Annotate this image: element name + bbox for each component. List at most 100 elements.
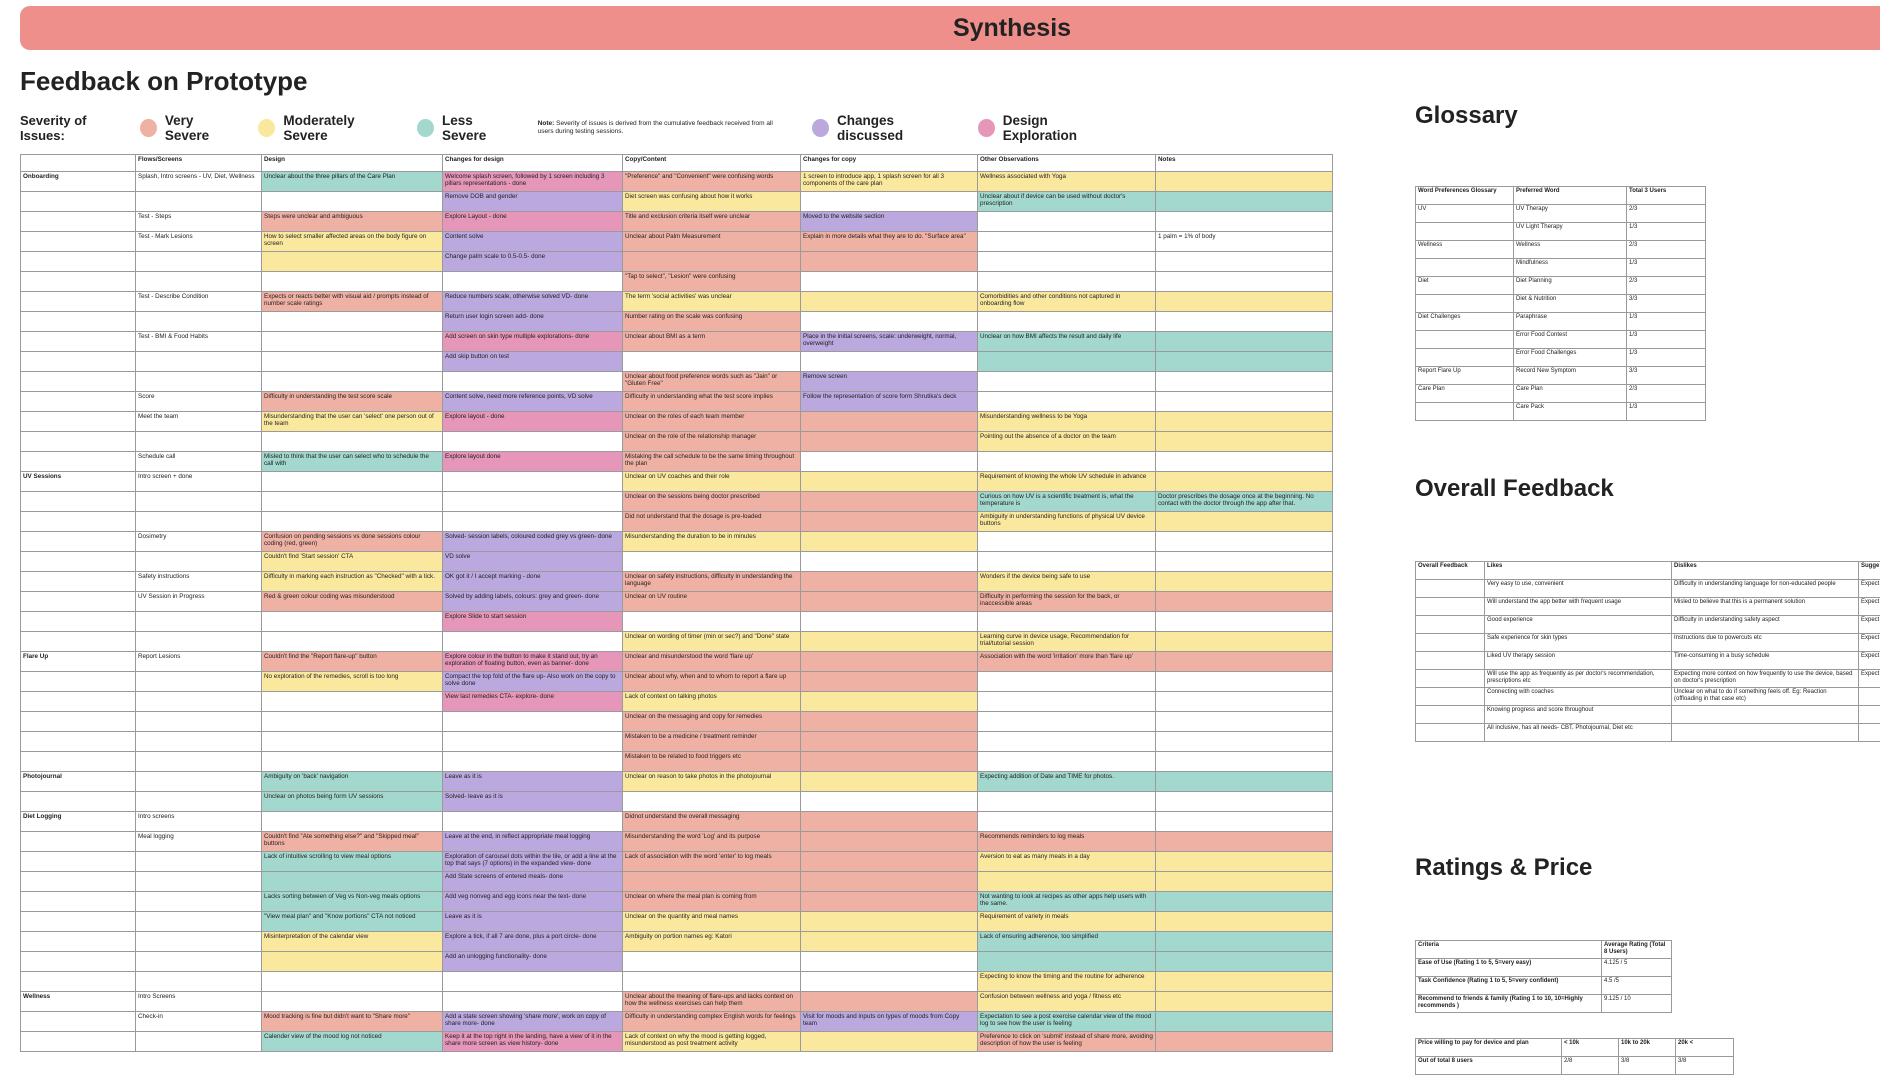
table-cell: Diet	[1416, 277, 1514, 295]
table-cell	[136, 312, 262, 332]
table-cell	[1156, 512, 1333, 532]
column-header: Overall Feedback	[1416, 562, 1485, 580]
table-cell	[262, 252, 443, 272]
table-row: Calender view of the mood log not notice…	[21, 1032, 1333, 1052]
table-cell	[801, 532, 978, 552]
table-cell	[136, 272, 262, 292]
table-cell: Recommends reminders to log meals	[978, 832, 1156, 852]
table-row: "View meal plan" and "Know portions" CTA…	[21, 912, 1333, 932]
table-cell: Report Lesions	[136, 652, 262, 672]
table-cell: Difficulty in marking each instruction a…	[262, 572, 443, 592]
table-cell	[623, 352, 801, 372]
table-cell: Unclear on reason to take photos in the …	[623, 772, 801, 792]
table-cell	[21, 332, 136, 352]
table-cell	[623, 792, 801, 812]
table-cell: Expecting more context on how frequently…	[1672, 670, 1859, 688]
table-cell: All inclusive, has all needs- CBT, Photo…	[1485, 724, 1672, 742]
table-cell	[801, 912, 978, 932]
table-cell: 1 palm = 1% of body	[1156, 232, 1333, 252]
table-cell: Explore Slide to start session	[443, 612, 623, 632]
table-cell	[1859, 688, 1880, 706]
table-cell	[136, 952, 262, 972]
table-cell	[978, 552, 1156, 572]
table-cell: Expecting addition of Date and TIME for …	[978, 772, 1156, 792]
table-cell: Difficulty in understanding what the tes…	[623, 392, 801, 412]
table-cell	[801, 272, 978, 292]
table-cell: Diet Planning	[1514, 277, 1627, 295]
column-header: 10k to 20k	[1619, 1039, 1676, 1057]
table-cell: Lack of association with the word 'enter…	[623, 852, 801, 872]
table-cell	[262, 992, 443, 1012]
table-cell	[801, 672, 978, 692]
table-cell: Couldn't find "Ate something else?" and …	[262, 832, 443, 852]
table-cell: Misunderstanding that the user can 'sele…	[262, 412, 443, 432]
table-cell: VD solve	[443, 552, 623, 572]
table-cell: Explore layout done	[443, 452, 623, 472]
table-cell	[1156, 692, 1333, 712]
table-cell: Add veg nonveg and egg icons near the te…	[443, 892, 623, 912]
table-cell	[978, 452, 1156, 472]
column-header	[21, 155, 136, 172]
table-cell: Leave as it is	[443, 912, 623, 932]
table-cell: Doctor prescribes the dosage once at the…	[1156, 492, 1333, 512]
table-cell: 1/3	[1627, 403, 1706, 421]
table-cell	[1156, 332, 1333, 352]
table-cell	[443, 972, 623, 992]
table-cell	[1416, 349, 1514, 367]
table-row: Lack of intuitive scrolling to view meal…	[21, 852, 1333, 872]
table-cell: Schedule call	[136, 452, 262, 472]
legend-changes-discussed: Changes discussed	[812, 113, 956, 143]
table-cell: Confusion between wellness and yoga / fi…	[978, 992, 1156, 1012]
table-cell	[136, 852, 262, 872]
table-cell: Calender view of the mood log not notice…	[262, 1032, 443, 1052]
table-cell: Aversion to eat as many meals in a day	[978, 852, 1156, 872]
table-cell	[801, 452, 978, 472]
table-cell	[443, 752, 623, 772]
table-cell	[1672, 706, 1859, 724]
table-cell: Recommend to friends & family (Rating 1 …	[1416, 995, 1602, 1013]
table-cell	[978, 392, 1156, 412]
table-cell	[443, 432, 623, 452]
table-cell: Solved- session labels, coloured coded g…	[443, 532, 623, 552]
price-table: Price willing to pay for device and plan…	[1415, 1038, 1734, 1075]
table-cell	[978, 952, 1156, 972]
table-cell	[136, 352, 262, 372]
table-cell	[136, 692, 262, 712]
table-cell	[21, 912, 136, 932]
table-row: Unclear on the messaging and copy for re…	[21, 712, 1333, 732]
table-cell	[21, 1012, 136, 1032]
table-cell	[262, 692, 443, 712]
table-cell: Requirement of variety in meals	[978, 912, 1156, 932]
table-cell: Misunderstanding wellness to be Yoga	[978, 412, 1156, 432]
table-row: Unclear on wording of timer (min or sec?…	[21, 632, 1333, 652]
table-cell	[801, 992, 978, 1012]
table-cell: Add an unlogging functionality- done	[443, 952, 623, 972]
table-cell	[801, 812, 978, 832]
table-cell	[21, 752, 136, 772]
table-cell: Expecting to know the timing and the rou…	[978, 972, 1156, 992]
table-row: Unclear about food preference words such…	[21, 372, 1333, 392]
table-cell: Red & green colour coding was misunderst…	[262, 592, 443, 612]
table-cell: Intro screen + done	[136, 472, 262, 492]
table-cell	[1156, 652, 1333, 672]
table-cell	[443, 712, 623, 732]
table-cell: Expect	[1859, 598, 1880, 616]
table-cell: Place in the initial screens, scale: und…	[801, 332, 978, 352]
table-cell: UV Session in Progress	[136, 592, 262, 612]
legend-dot-icon	[812, 119, 829, 137]
table-cell	[136, 892, 262, 912]
table-cell	[801, 872, 978, 892]
table-cell: Add screen on skin type multiple explora…	[443, 332, 623, 352]
table-cell: Misled to think that the user can select…	[262, 452, 443, 472]
table-cell: Safe experience for skin types	[1485, 634, 1672, 652]
